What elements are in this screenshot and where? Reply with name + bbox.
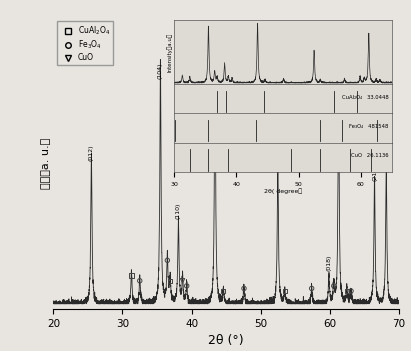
Y-axis label: 强度（a. u.）: 强度（a. u.） <box>41 138 51 189</box>
Point <box>136 278 143 284</box>
Point <box>282 288 288 294</box>
Point <box>308 286 315 291</box>
X-axis label: 2θ (°): 2θ (°) <box>208 334 244 347</box>
Text: (104): (104) <box>158 62 163 79</box>
Text: (300): (300) <box>384 152 389 168</box>
Text: CuO   26.1136: CuO 26.1136 <box>351 153 389 159</box>
Point <box>241 286 247 291</box>
Text: Fe₃O₄   481548: Fe₃O₄ 481548 <box>349 124 389 129</box>
Text: (113): (113) <box>212 49 217 66</box>
Point <box>220 288 226 294</box>
Point <box>128 273 135 278</box>
Point <box>179 278 186 284</box>
Point <box>330 283 337 289</box>
Point <box>348 288 354 294</box>
Text: (012): (012) <box>89 144 94 161</box>
Text: (214): (214) <box>372 165 377 181</box>
Text: CuAl₂O₄   33.0448: CuAl₂O₄ 33.0448 <box>342 95 389 100</box>
Point <box>344 288 350 294</box>
X-axis label: 2θ( degree）: 2θ( degree） <box>264 188 302 194</box>
Text: (024): (024) <box>275 152 280 168</box>
Text: (116): (116) <box>336 88 341 105</box>
Point <box>164 258 171 263</box>
Text: (018): (018) <box>326 254 331 271</box>
Point <box>167 278 173 284</box>
Legend: CuAl$_2$O$_4$, Fe$_3$O$_4$, CuO: CuAl$_2$O$_4$, Fe$_3$O$_4$, CuO <box>57 21 113 65</box>
Y-axis label: Intensity（a.u）: Intensity（a.u） <box>167 33 173 72</box>
Point <box>183 283 190 289</box>
Text: (110): (110) <box>176 203 181 219</box>
